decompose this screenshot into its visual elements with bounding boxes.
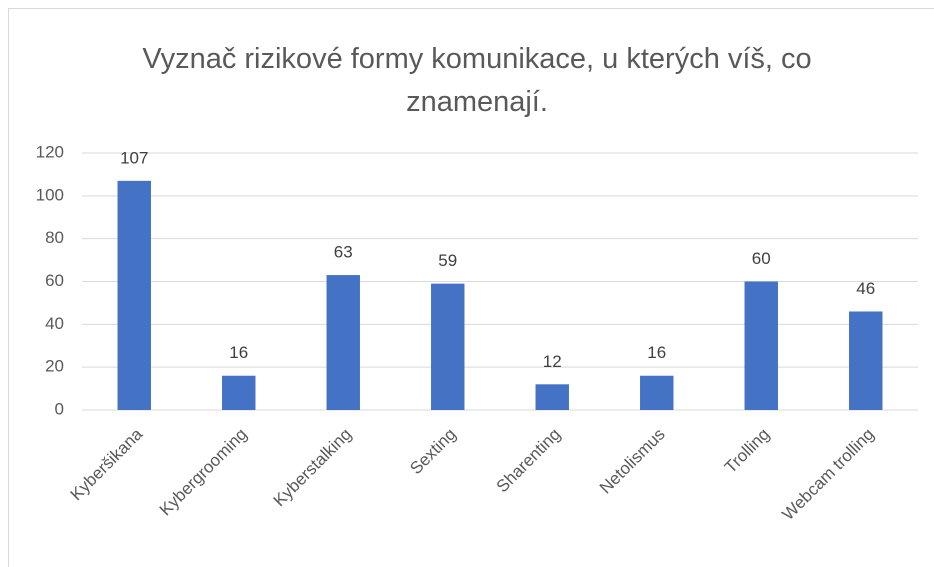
chart-title: Vyznač rizikové formy komunikace, u kter… (142, 43, 812, 118)
data-label: 16 (229, 343, 248, 362)
x-tick-label: Netolismus (596, 425, 669, 498)
data-label: 46 (856, 279, 875, 298)
data-label: 60 (752, 249, 771, 268)
chart-frame (8, 8, 934, 567)
bar (326, 275, 360, 410)
x-tick-label: Sharenting (493, 425, 565, 497)
bar (535, 384, 569, 410)
bar (640, 375, 674, 410)
x-tick-label: Kyberstalking (270, 425, 356, 511)
y-tick-label: 80 (45, 228, 64, 247)
data-label: 63 (334, 243, 353, 262)
data-label: 59 (438, 251, 457, 270)
x-tick-label: Trolling (721, 425, 773, 477)
y-tick-label: 120 (36, 142, 64, 161)
bar (849, 311, 883, 410)
y-tick-label: 0 (55, 399, 64, 418)
y-tick-label: 100 (36, 185, 64, 204)
x-tick-label: Webcam trolling (778, 425, 877, 524)
x-tick-label: Kybergrooming (156, 425, 251, 520)
x-tick-label: Kyberšikana (67, 424, 147, 504)
data-label: 107 (120, 148, 148, 167)
x-tick-label: Sexting (406, 425, 460, 479)
bar (117, 180, 151, 410)
y-tick-label: 20 (45, 357, 64, 376)
bar (222, 375, 256, 410)
data-label: 12 (543, 352, 562, 371)
y-tick-label: 60 (45, 271, 64, 290)
bar (431, 283, 465, 410)
bar (744, 281, 778, 410)
data-label: 16 (647, 343, 666, 362)
y-tick-label: 40 (45, 314, 64, 333)
